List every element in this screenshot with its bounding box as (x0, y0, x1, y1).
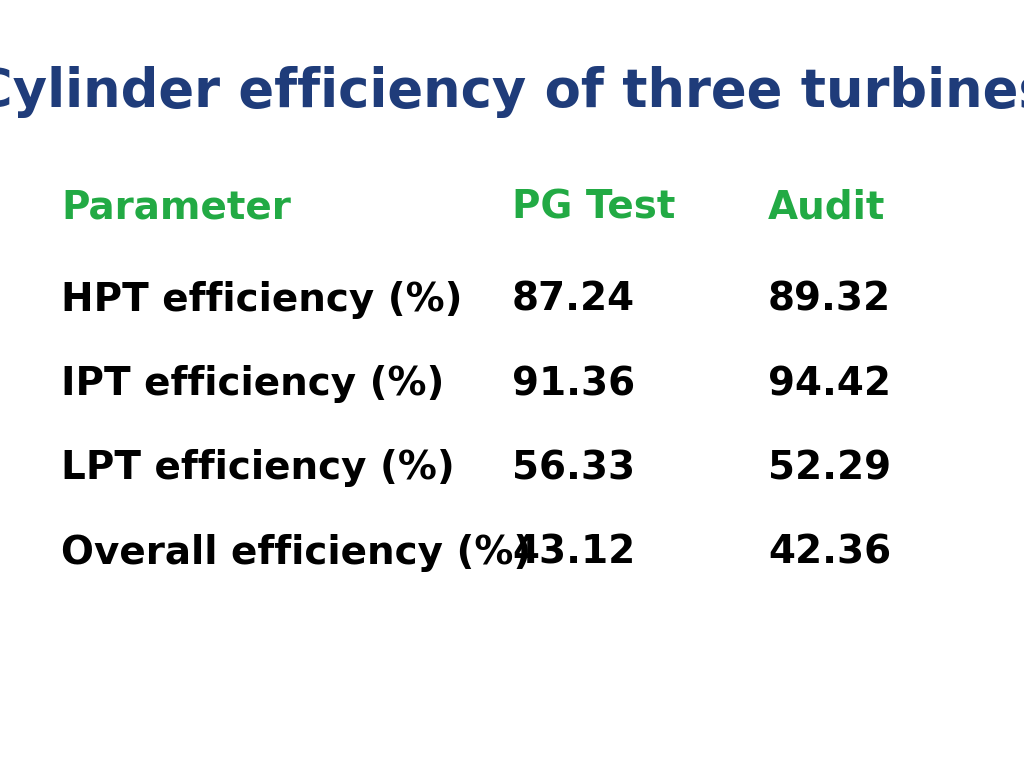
Text: Audit: Audit (768, 188, 886, 227)
Text: 42.36: 42.36 (768, 534, 891, 572)
Text: Cylinder efficiency of three turbines: Cylinder efficiency of three turbines (0, 66, 1024, 118)
Text: LPT efficiency (%): LPT efficiency (%) (61, 449, 456, 488)
Text: Overall efficiency (%): Overall efficiency (%) (61, 534, 531, 572)
Text: 94.42: 94.42 (768, 365, 891, 403)
Text: 56.33: 56.33 (512, 449, 635, 488)
Text: 52.29: 52.29 (768, 449, 891, 488)
Text: 89.32: 89.32 (768, 280, 891, 319)
Text: 87.24: 87.24 (512, 280, 635, 319)
Text: 91.36: 91.36 (512, 365, 635, 403)
Text: IPT efficiency (%): IPT efficiency (%) (61, 365, 444, 403)
Text: PG Test: PG Test (512, 188, 676, 227)
Text: Parameter: Parameter (61, 188, 291, 227)
Text: 43.12: 43.12 (512, 534, 635, 572)
Text: HPT efficiency (%): HPT efficiency (%) (61, 280, 463, 319)
